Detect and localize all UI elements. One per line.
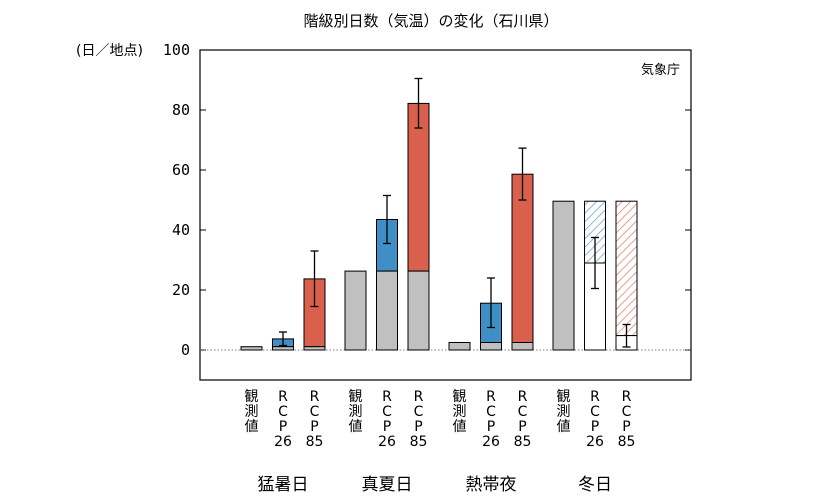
category-label: 値 bbox=[245, 419, 259, 435]
bar-rcp85-decrease-hatched bbox=[615, 200, 638, 337]
bars bbox=[240, 77, 638, 351]
category-label: P bbox=[383, 419, 391, 435]
category-label: C bbox=[518, 404, 528, 420]
category-label: R bbox=[518, 389, 528, 405]
category-label: C bbox=[622, 404, 632, 420]
chart-title: 階級別日数（気温）の変化（石川県） bbox=[303, 12, 558, 30]
bar-observed bbox=[552, 200, 575, 351]
x-axis-labels: 観測値RCP26RCP85猛暑日観測値RCP26RCP85真夏日観測値RCP26… bbox=[245, 388, 636, 495]
category-label: R bbox=[278, 389, 288, 405]
category-label: C bbox=[382, 404, 392, 420]
category-label: 観 bbox=[557, 388, 571, 405]
category-label: 値 bbox=[557, 419, 571, 435]
bar-rcp26-base bbox=[480, 342, 502, 351]
group-label: 冬日 bbox=[578, 475, 612, 495]
group-label: 真夏日 bbox=[362, 475, 413, 495]
y-tick-label: 40 bbox=[172, 221, 190, 239]
y-axis: 0 20 40 60 80 100 bbox=[163, 41, 691, 359]
category-label: 85 bbox=[514, 434, 532, 450]
category-label: C bbox=[278, 404, 288, 420]
category-label: 85 bbox=[410, 434, 428, 450]
category-label: 値 bbox=[349, 419, 363, 435]
credit-label: 気象庁 bbox=[641, 62, 680, 78]
category-label: R bbox=[622, 389, 632, 405]
category-label: R bbox=[590, 389, 600, 405]
category-label: C bbox=[590, 404, 600, 420]
y-tick-label: 80 bbox=[172, 101, 190, 119]
category-label: C bbox=[414, 404, 424, 420]
category-label: P bbox=[591, 419, 599, 435]
category-label: P bbox=[310, 419, 318, 435]
category-label: P bbox=[622, 419, 630, 435]
category-label: 85 bbox=[618, 434, 636, 450]
y-tick-label: 60 bbox=[172, 161, 190, 179]
category-label: P bbox=[487, 419, 495, 435]
category-label: 観 bbox=[453, 388, 467, 405]
category-label: 26 bbox=[274, 434, 292, 450]
category-label: P bbox=[414, 419, 422, 435]
category-label: C bbox=[310, 404, 320, 420]
group-label: 熱帯夜 bbox=[466, 475, 517, 495]
category-label: 観 bbox=[245, 388, 259, 405]
category-label: 値 bbox=[453, 419, 467, 435]
group-label: 猛暑日 bbox=[258, 475, 309, 495]
category-label: R bbox=[382, 389, 392, 405]
bar-rcp85-base bbox=[407, 270, 430, 351]
category-label: R bbox=[486, 389, 496, 405]
category-label: P bbox=[518, 419, 526, 435]
bar-rcp26-base bbox=[272, 346, 294, 351]
category-label: 測 bbox=[245, 404, 259, 420]
y-axis-label: (日／地点) bbox=[76, 43, 143, 59]
category-label: 測 bbox=[453, 404, 467, 420]
category-label: 測 bbox=[349, 404, 363, 420]
category-label: C bbox=[486, 404, 496, 420]
bar-rcp26-base bbox=[376, 270, 398, 351]
bar-observed bbox=[344, 270, 367, 351]
category-label: R bbox=[310, 389, 320, 405]
y-tick-label: 20 bbox=[172, 281, 190, 299]
bar-rcp85-base bbox=[303, 346, 326, 351]
category-label: R bbox=[414, 389, 424, 405]
category-label: P bbox=[279, 419, 287, 435]
y-tick-label: 100 bbox=[163, 41, 190, 59]
bar-observed bbox=[240, 346, 263, 351]
bar-rcp85-base bbox=[511, 342, 534, 351]
category-label: 観 bbox=[349, 388, 363, 405]
category-label: 測 bbox=[557, 404, 571, 420]
category-label: 26 bbox=[586, 434, 604, 450]
plot-frame bbox=[199, 49, 692, 381]
bar-observed bbox=[448, 342, 471, 351]
category-label: 85 bbox=[306, 434, 324, 450]
category-label: 26 bbox=[482, 434, 500, 450]
category-label: 26 bbox=[378, 434, 396, 450]
y-tick-label: 0 bbox=[181, 341, 190, 359]
